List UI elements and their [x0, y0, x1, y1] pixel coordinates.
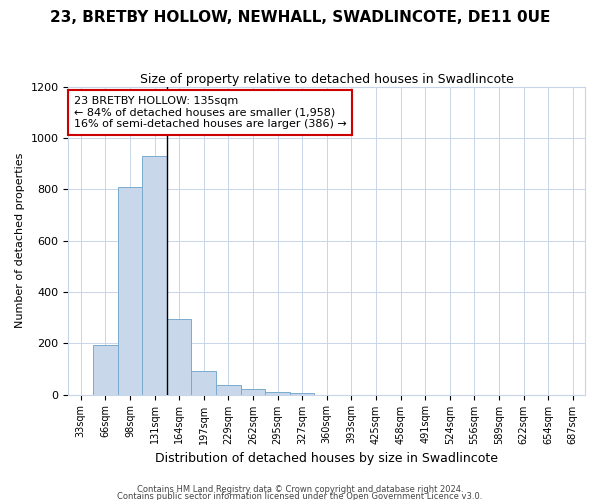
Title: Size of property relative to detached houses in Swadlincote: Size of property relative to detached ho…: [140, 72, 514, 86]
Y-axis label: Number of detached properties: Number of detached properties: [15, 153, 25, 328]
Bar: [216, 385, 241, 394]
Bar: [167, 319, 191, 394]
Bar: [142, 156, 167, 394]
Bar: [118, 186, 142, 394]
Bar: [241, 390, 265, 394]
Bar: [290, 393, 314, 394]
Text: Contains public sector information licensed under the Open Government Licence v3: Contains public sector information licen…: [118, 492, 482, 500]
Text: 23 BRETBY HOLLOW: 135sqm
← 84% of detached houses are smaller (1,958)
16% of sem: 23 BRETBY HOLLOW: 135sqm ← 84% of detach…: [74, 96, 346, 129]
Bar: [191, 372, 216, 394]
Bar: [265, 392, 290, 394]
X-axis label: Distribution of detached houses by size in Swadlincote: Distribution of detached houses by size …: [155, 452, 498, 465]
Text: Contains HM Land Registry data © Crown copyright and database right 2024.: Contains HM Land Registry data © Crown c…: [137, 486, 463, 494]
Bar: [93, 344, 118, 395]
Text: 23, BRETBY HOLLOW, NEWHALL, SWADLINCOTE, DE11 0UE: 23, BRETBY HOLLOW, NEWHALL, SWADLINCOTE,…: [50, 10, 550, 25]
